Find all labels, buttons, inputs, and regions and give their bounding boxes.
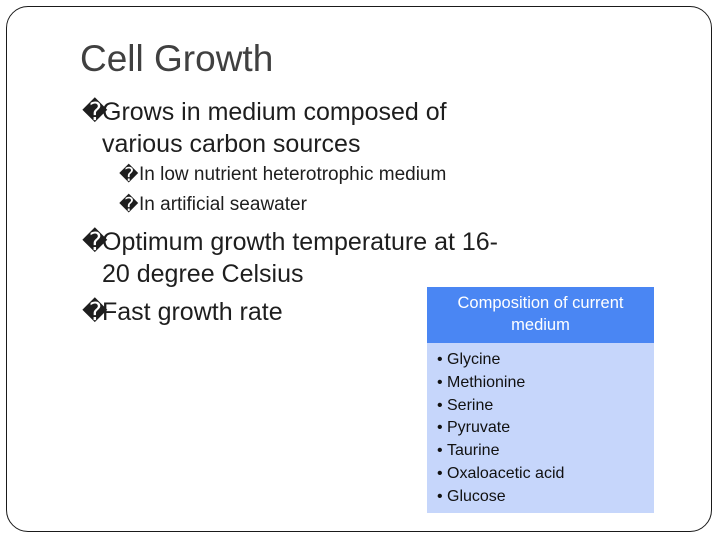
bullet-glyph-icon: � (82, 297, 108, 326)
bullet-text-continued: 20 degree Celsius (102, 260, 304, 288)
sub-bullet-text: In artificial seawater (139, 194, 307, 215)
list-item: • Glucose (437, 487, 506, 505)
bullet-text: Optimum growth temperature at 16- (102, 228, 498, 256)
composition-box: Composition of current medium • Glycine •… (427, 287, 654, 513)
slide-frame (6, 6, 712, 532)
bullet-glyph-icon: � (82, 227, 108, 256)
list-item: • Taurine (437, 442, 500, 460)
list-item: • Glycine (437, 351, 501, 368)
sub-bullet-text: In low nutrient heterotrophic medium (139, 164, 447, 185)
bullet-text-continued: various carbon sources (102, 130, 361, 158)
bullet-glyph-icon: � (119, 194, 139, 216)
bullet-temperature: � Optimum growth temperature at 16- 20 d… (82, 226, 562, 290)
list-item: • Serine (437, 396, 494, 414)
list-item: • Pyruvate (437, 419, 511, 437)
bullet-text: Fast growth rate (102, 298, 283, 326)
bullet-text: Grows in medium composed of (102, 98, 447, 126)
composition-header: Composition of current medium (427, 287, 654, 343)
composition-list: • Glycine • Methionine • Serine • Pyruvate •… (427, 343, 654, 509)
bullet-list: � Grows in medium composed of various ca… (82, 96, 562, 328)
bullet-carbon-sources: � Grows in medium composed of various ca… (82, 96, 562, 160)
bullet-glyph-icon: � (82, 97, 108, 126)
bullet-glyph-icon: � (119, 164, 139, 186)
sub-bullet-seawater: � In artificial seawater (119, 190, 562, 220)
list-item: • Methionine (437, 373, 526, 391)
slide-title: Cell Growth (80, 38, 274, 79)
bullet-growth-rate: � Fast growth rate (82, 296, 562, 328)
sub-bullet-low-nutrient: � In low nutrient heterotrophic medium (119, 160, 562, 190)
list-item: • Oxaloacetic acid (437, 464, 565, 482)
